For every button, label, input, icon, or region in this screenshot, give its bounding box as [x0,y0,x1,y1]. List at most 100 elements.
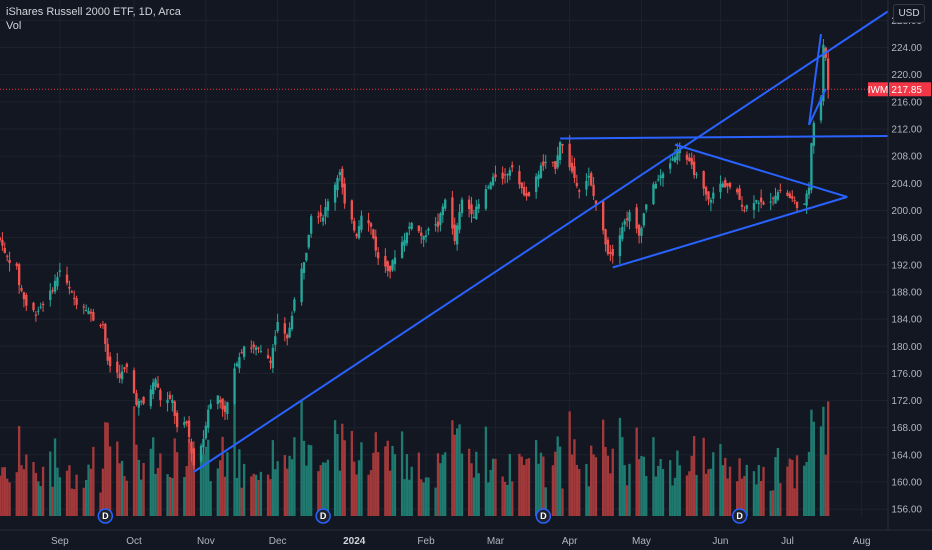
time-tick-label: 2024 [343,536,366,547]
candle-body [525,193,528,197]
volume-bar [417,452,421,516]
candle-body [542,161,545,166]
price-tick-label: 160.00 [891,478,922,489]
candle-body [22,292,26,300]
time-tick-label: Feb [417,536,435,547]
volume-bar [542,456,545,516]
volume-bar [338,470,342,516]
candle-body [475,206,478,220]
candle-body [269,360,272,363]
volume-bar [776,447,780,516]
candle-body [56,277,59,287]
candle-body [623,220,626,225]
time-tick-label: Nov [197,536,215,547]
volume-bar [360,442,363,516]
candle-body [812,122,815,146]
candle-body [393,257,397,265]
candle-body [776,192,780,200]
time-tick-label: Aug [853,536,871,547]
volume-bar [202,454,205,516]
candle-body [470,204,473,215]
volume-bar [68,465,71,516]
candle-body [594,200,598,206]
volume-bar [108,446,112,516]
candle-body [752,202,756,210]
candle-body [743,209,746,211]
volume-bar [6,478,9,516]
volume-bar [87,464,90,516]
volume-bar [353,461,356,516]
candle-body [135,393,138,405]
volume-bar [585,463,588,516]
candle-body [484,189,488,209]
volume-bar [116,441,119,516]
volume-bar [254,474,258,516]
volume-bar [752,471,756,516]
candle-body [575,182,579,186]
volume-bar [166,474,169,516]
time-tick-label: Jun [712,536,728,547]
candle-body [451,197,454,229]
volume-bar [769,490,772,516]
candle-body [317,216,320,218]
candle-body [769,201,772,203]
volume-bar [561,488,564,516]
trendline-triangle-lower [612,195,848,269]
price-tick-label: 216.00 [891,97,922,108]
volume-bar [104,422,107,516]
volume-bar [400,431,404,516]
volume-bar [333,420,337,516]
candle-body [676,149,679,161]
volume-bars [0,400,830,516]
dividend-label: D [540,511,547,521]
candle-body [286,334,289,339]
volume-bar [826,401,830,516]
candle-body [252,344,255,348]
candle-body [293,299,296,311]
volume-bar [216,468,219,516]
candle-body [774,195,777,204]
candle-body [472,216,476,219]
volume-bar [539,452,543,516]
volume-bar [822,406,825,516]
trendline-rising-support [193,2,901,473]
volume-bar [592,454,595,516]
volume-bar [324,462,327,516]
volume-bar [367,474,370,516]
volume-bar [475,451,478,516]
candle-body [137,401,140,408]
candle-body [384,255,387,267]
candle-body [637,224,641,236]
currency-button[interactable]: USD [893,4,925,23]
trendline-wedge-outer [808,33,822,126]
candle-body [319,212,322,217]
candle-body [810,143,813,190]
candle-body [288,327,291,338]
candle-body [3,247,6,253]
candle-body [353,220,356,231]
candle-body [41,303,45,306]
candle-body [20,288,23,291]
volume-bar [137,459,140,516]
candle-body [350,200,354,220]
volume-bar [1,467,4,516]
candle-body [460,199,464,214]
volume-bar [25,454,28,516]
candle-body [494,174,497,178]
candle-body [65,274,69,284]
volume-bar [573,439,576,516]
volume-bar [32,462,35,516]
volume-bar [444,452,447,516]
price-axis: 156.00 160.00 164.00 168.00 172.00 176.00 180.… [868,0,932,550]
volume-bar [455,428,459,516]
candle-body [207,409,210,428]
volume-bar [508,453,511,516]
volume-bar [472,477,476,516]
volume-bar [745,464,748,516]
candle-body [759,197,763,203]
volume-bar [283,455,287,516]
candle-body [719,183,722,193]
candle-body [453,224,456,241]
dividend-label: D [736,511,743,521]
